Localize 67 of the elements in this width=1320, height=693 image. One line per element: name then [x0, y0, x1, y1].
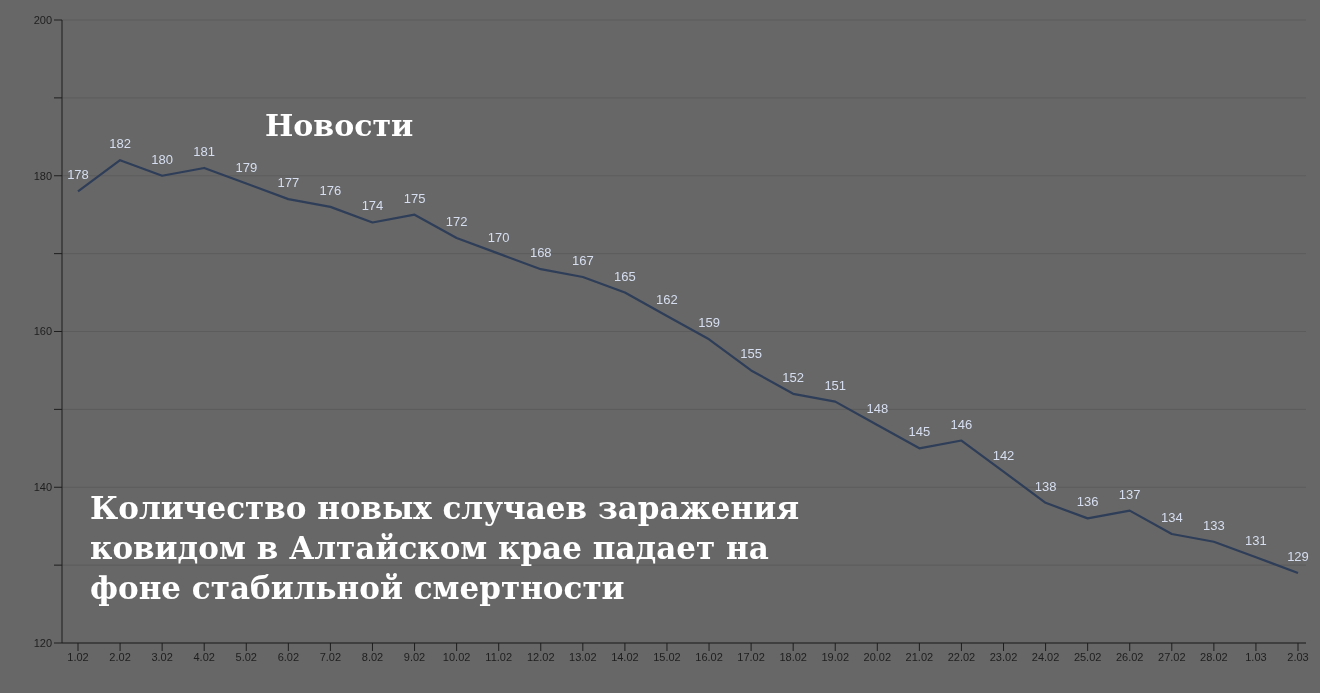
data-label: 175	[403, 190, 426, 206]
data-label: 148	[866, 400, 889, 416]
data-label: 145	[908, 424, 931, 440]
data-label: 129	[1287, 548, 1309, 564]
data-label: 172	[445, 214, 468, 230]
data-label: 162	[656, 291, 678, 307]
y-tick-label: 140	[33, 481, 52, 494]
x-tick-label: 24.02	[1031, 650, 1060, 663]
data-label: 155	[740, 346, 762, 362]
x-tick-label: 5.02	[235, 650, 257, 663]
x-tick-label: 23.02	[989, 650, 1018, 663]
x-tick-label: 2.02	[109, 650, 131, 663]
x-tick-label: 14.02	[611, 650, 639, 663]
x-tick-label: 20.02	[863, 650, 892, 663]
x-tick-label: 17.02	[737, 650, 765, 663]
text: Количество новых случаев заражения ковидом в Алтайском крае падает на фоне стабильной смертности	[90, 489, 801, 608]
x-tick-label: 13.02	[569, 650, 597, 663]
y-tick-label: 120	[33, 636, 52, 649]
x-tick-label: 22.02	[947, 650, 976, 663]
x-tick-label: 1.03	[1245, 650, 1267, 663]
data-label: 142	[992, 447, 1015, 463]
data-label: 174	[361, 198, 384, 214]
x-tick-label: 3.02	[151, 650, 173, 663]
data-label: 138	[1034, 478, 1057, 494]
data-label: 131	[1245, 533, 1267, 549]
data-label: 136	[1076, 494, 1099, 510]
data-label: 152	[782, 369, 805, 385]
data-label: 165	[614, 268, 636, 284]
x-tick-label: 15.02	[653, 650, 681, 663]
x-tick-label: 8.02	[361, 650, 384, 663]
x-tick-label: 27.02	[1158, 650, 1186, 663]
data-label: 167	[571, 252, 594, 268]
data-label: 170	[487, 229, 510, 245]
data-label: 146	[950, 416, 973, 432]
x-tick-label: 26.02	[1115, 650, 1144, 663]
data-label: 179	[235, 159, 258, 175]
x-tick-label: 18.02	[779, 650, 807, 663]
x-tick-label: 2.03	[1287, 650, 1309, 663]
data-label: 137	[1118, 486, 1141, 502]
y-tick-label: 160	[33, 325, 52, 338]
x-tick-label: 7.02	[319, 650, 342, 663]
x-tick-label: 25.02	[1073, 650, 1102, 663]
data-label: 176	[319, 182, 342, 198]
x-tick-label: 19.02	[821, 650, 850, 663]
data-label: 134	[1160, 509, 1183, 525]
x-tick-label: 4.02	[193, 650, 215, 663]
annotation: Новости	[265, 108, 414, 143]
y-tick-label: 180	[33, 169, 52, 182]
x-tick-label: 16.02	[695, 650, 723, 663]
data-label: 151	[824, 377, 847, 393]
data-label: 177	[277, 175, 300, 191]
x-tick-label: 12.02	[526, 650, 555, 663]
x-tick-label: 9.02	[403, 650, 426, 663]
x-tick-label: 10.02	[442, 650, 471, 663]
data-label: 133	[1203, 517, 1225, 533]
x-tick-label: 28.02	[1200, 650, 1228, 663]
data-label: 181	[193, 143, 216, 159]
data-label: 180	[151, 151, 173, 167]
data-label: 178	[67, 167, 89, 183]
x-tick-label: 21.02	[905, 650, 934, 663]
y-tick-label: 200	[33, 13, 52, 26]
x-tick-label: 6.02	[277, 650, 300, 663]
x-tick-label: 1.02	[67, 650, 89, 663]
data-label: 182	[109, 136, 131, 152]
data-label: 159	[698, 315, 720, 331]
data-label: 168	[529, 245, 552, 261]
x-tick-label: 11.02	[485, 650, 513, 663]
